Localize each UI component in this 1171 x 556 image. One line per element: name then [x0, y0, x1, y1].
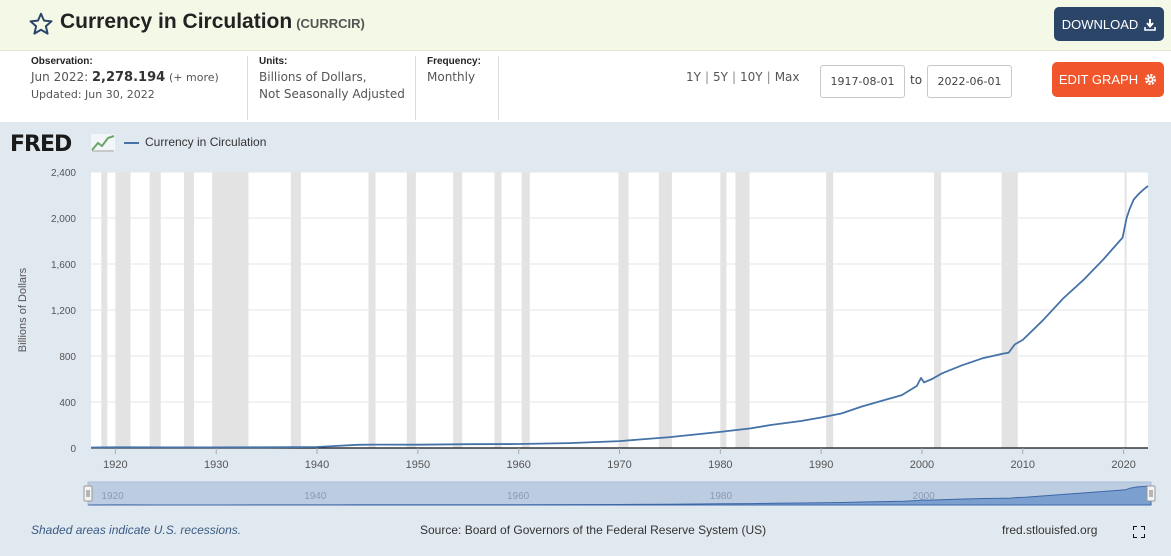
date-to-label: to	[910, 73, 923, 87]
legend-series-swatch	[124, 142, 139, 144]
observation-line: Jun 2022: 2,278.194 (+ more)	[31, 69, 219, 86]
range-1y[interactable]: 1Y	[686, 70, 701, 84]
chart-panel: FRED Currency in Circulation 0 400 800 1,20…	[0, 122, 1171, 556]
frequency-label: Frequency:	[427, 56, 481, 67]
navigator-label: 1980	[710, 491, 733, 502]
end-date-input[interactable]: 2022-06-01	[927, 65, 1012, 98]
range-selector: 1Y | 5Y | 10Y | Max	[686, 70, 800, 84]
navigator-series	[88, 485, 1152, 506]
recession-note: Shaded areas indicate U.S. recessions.	[31, 523, 242, 537]
navigator-handle[interactable]	[1146, 485, 1156, 502]
x-tick-label: 2020	[1111, 459, 1135, 471]
updated-date: Updated: Jun 30, 2022	[31, 88, 155, 101]
line-chart[interactable]: 0 400 800 1,200 1,600 2,000 2,400 1920 1930 1940 1…	[0, 122, 1171, 556]
range-5y[interactable]: 5Y	[713, 70, 728, 84]
frequency-value: Monthly	[427, 70, 476, 84]
x-tick-label: 2000	[910, 459, 934, 471]
download-button[interactable]: DOWNLOAD	[1054, 7, 1164, 41]
range-10y[interactable]: 10Y	[740, 70, 763, 84]
y-axis-label: Billions of Dollars	[17, 267, 29, 352]
range-max[interactable]: Max	[774, 70, 800, 84]
start-date-input[interactable]: 1917-08-01	[820, 65, 905, 98]
y-tick-label: 0	[70, 444, 76, 455]
range-separator: |	[731, 70, 737, 84]
meta-divider	[415, 56, 416, 120]
units-label: Units:	[259, 56, 288, 67]
y-tick-label: 2,000	[51, 214, 76, 225]
observation-date: Jun 2022:	[31, 70, 89, 84]
source-text: Source: Board of Governors of the Federa…	[420, 523, 767, 537]
meta-divider	[247, 56, 248, 120]
navigator-label: 1940	[304, 491, 327, 502]
x-tick-label: 1950	[406, 459, 430, 471]
navigator-label: 2000	[913, 491, 936, 502]
page-title: Currency in Circulation (CURRCIR)	[60, 10, 365, 34]
units-line1: Billions of Dollars,	[259, 70, 367, 84]
frequency-block: Frequency: Monthly	[427, 56, 481, 86]
series-header: Currency in Circulation (CURRCIR) DOWNLOA…	[0, 0, 1171, 51]
download-icon	[1144, 18, 1157, 31]
navigator-label: 1920	[101, 491, 124, 502]
edit-graph-label: EDIT GRAPH	[1058, 72, 1139, 87]
x-tick-label: 1980	[708, 459, 732, 471]
units-block: Units: Billions of Dollars, Not Seasonal…	[259, 56, 405, 103]
edit-graph-button[interactable]: EDIT GRAPH	[1052, 62, 1164, 97]
series-title: Currency in Circulation	[60, 10, 293, 33]
fred-logo-graph-icon	[91, 134, 115, 152]
fred-logo: FRED	[10, 132, 72, 157]
y-tick-label: 400	[59, 398, 76, 409]
y-tick-label: 2,400	[51, 168, 76, 179]
x-tick-label: 1920	[103, 459, 127, 471]
fred-url-link[interactable]: fred.stlouisfed.org	[1002, 523, 1098, 537]
x-tick-label: 2010	[1011, 459, 1035, 471]
observation-block: Observation: Jun 2022: 2,278.194 (+ more…	[31, 56, 219, 103]
range-separator: |	[704, 70, 710, 84]
legend-series-name: Currency in Circulation	[145, 135, 267, 149]
x-tick-label: 1970	[607, 459, 631, 471]
x-tick-label: 1960	[506, 459, 530, 471]
navigator-handle[interactable]	[83, 485, 93, 502]
navigator-label: 1960	[507, 491, 530, 502]
x-tick-label: 1990	[809, 459, 833, 471]
series-line	[91, 185, 1149, 449]
range-separator: |	[766, 70, 771, 84]
observation-value: 2,278.194	[91, 70, 166, 85]
download-label: DOWNLOAD	[1061, 16, 1139, 32]
fullscreen-icon[interactable]	[1133, 526, 1145, 538]
x-tick-label: 1930	[204, 459, 228, 471]
y-tick-label: 1,600	[51, 260, 76, 271]
gear-icon	[1145, 73, 1157, 86]
meta-divider	[498, 56, 499, 120]
units-line2: Not Seasonally Adjusted	[259, 87, 405, 101]
series-id: (CURRCIR)	[296, 16, 365, 31]
y-tick-label: 1,200	[51, 306, 76, 317]
y-tick-label: 800	[59, 352, 76, 363]
observation-more-link[interactable]: (+ more)	[169, 71, 219, 84]
star-icon[interactable]	[28, 11, 54, 37]
observation-label: Observation:	[31, 56, 93, 67]
x-tick-label: 1940	[305, 459, 329, 471]
